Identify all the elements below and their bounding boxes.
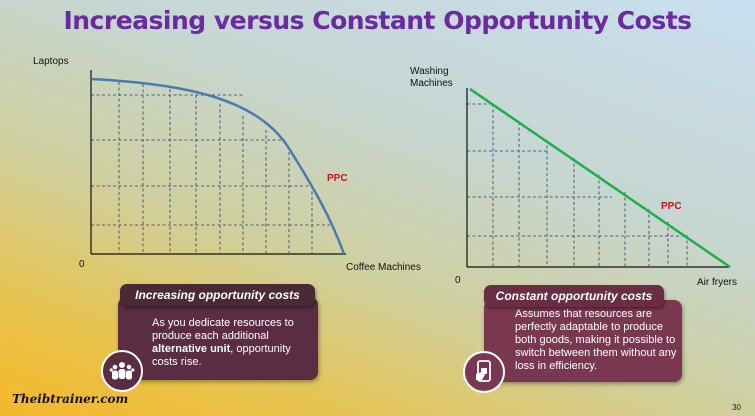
left-ppc-curve — [90, 77, 346, 255]
right-ppc-label: PPC — [661, 201, 682, 212]
right-chart-grid — [467, 103, 688, 266]
left-ppc-label: PPC — [327, 173, 348, 184]
right-y-label-line1: Washing — [410, 66, 449, 77]
left-chart-grid — [91, 82, 330, 253]
increasing-text-bold: alternative unit — [152, 343, 231, 355]
brand-logo: Theibtrainer.com — [12, 392, 129, 406]
left-chart-axes — [90, 70, 346, 255]
phone-hand-glyph — [476, 360, 491, 382]
increasing-cost-card: As you dedicate resources to produce eac… — [118, 297, 318, 380]
page-number: 30 — [732, 403, 741, 412]
right-y-axis-label: Washing Machines — [410, 66, 453, 90]
right-x-axis-label: Air fryers — [697, 277, 737, 288]
increasing-cost-heading: Increasing opportunity costs — [120, 284, 315, 306]
left-x-axis-label: Coffee Machines — [346, 262, 421, 273]
right-ppc-line — [469, 87, 731, 269]
constant-cost-card: Assumes that resources are perfectly ada… — [484, 300, 682, 382]
increasing-cost-description: As you dedicate resources to produce eac… — [152, 317, 312, 369]
left-origin-label: 0 — [79, 259, 85, 270]
left-y-axis-label: Laptops — [33, 56, 69, 67]
constant-cost-heading: Constant opportunity costs — [484, 285, 664, 307]
slide-title: Increasing versus Constant Opportunity C… — [63, 6, 692, 35]
right-y-label-line2: Machines — [410, 78, 453, 89]
phone-hand-icon — [463, 351, 505, 393]
increasing-text-part1: As you dedicate resources to produce eac… — [152, 317, 294, 342]
increasing-text-part2: , opportunity costs rise. — [152, 343, 291, 368]
right-origin-label: 0 — [455, 275, 461, 286]
people-group-glyph — [109, 362, 135, 380]
constant-cost-description: Assumes that resources are perfectly ada… — [515, 308, 677, 372]
people-group-icon — [101, 350, 143, 392]
right-chart-axes — [466, 88, 730, 268]
